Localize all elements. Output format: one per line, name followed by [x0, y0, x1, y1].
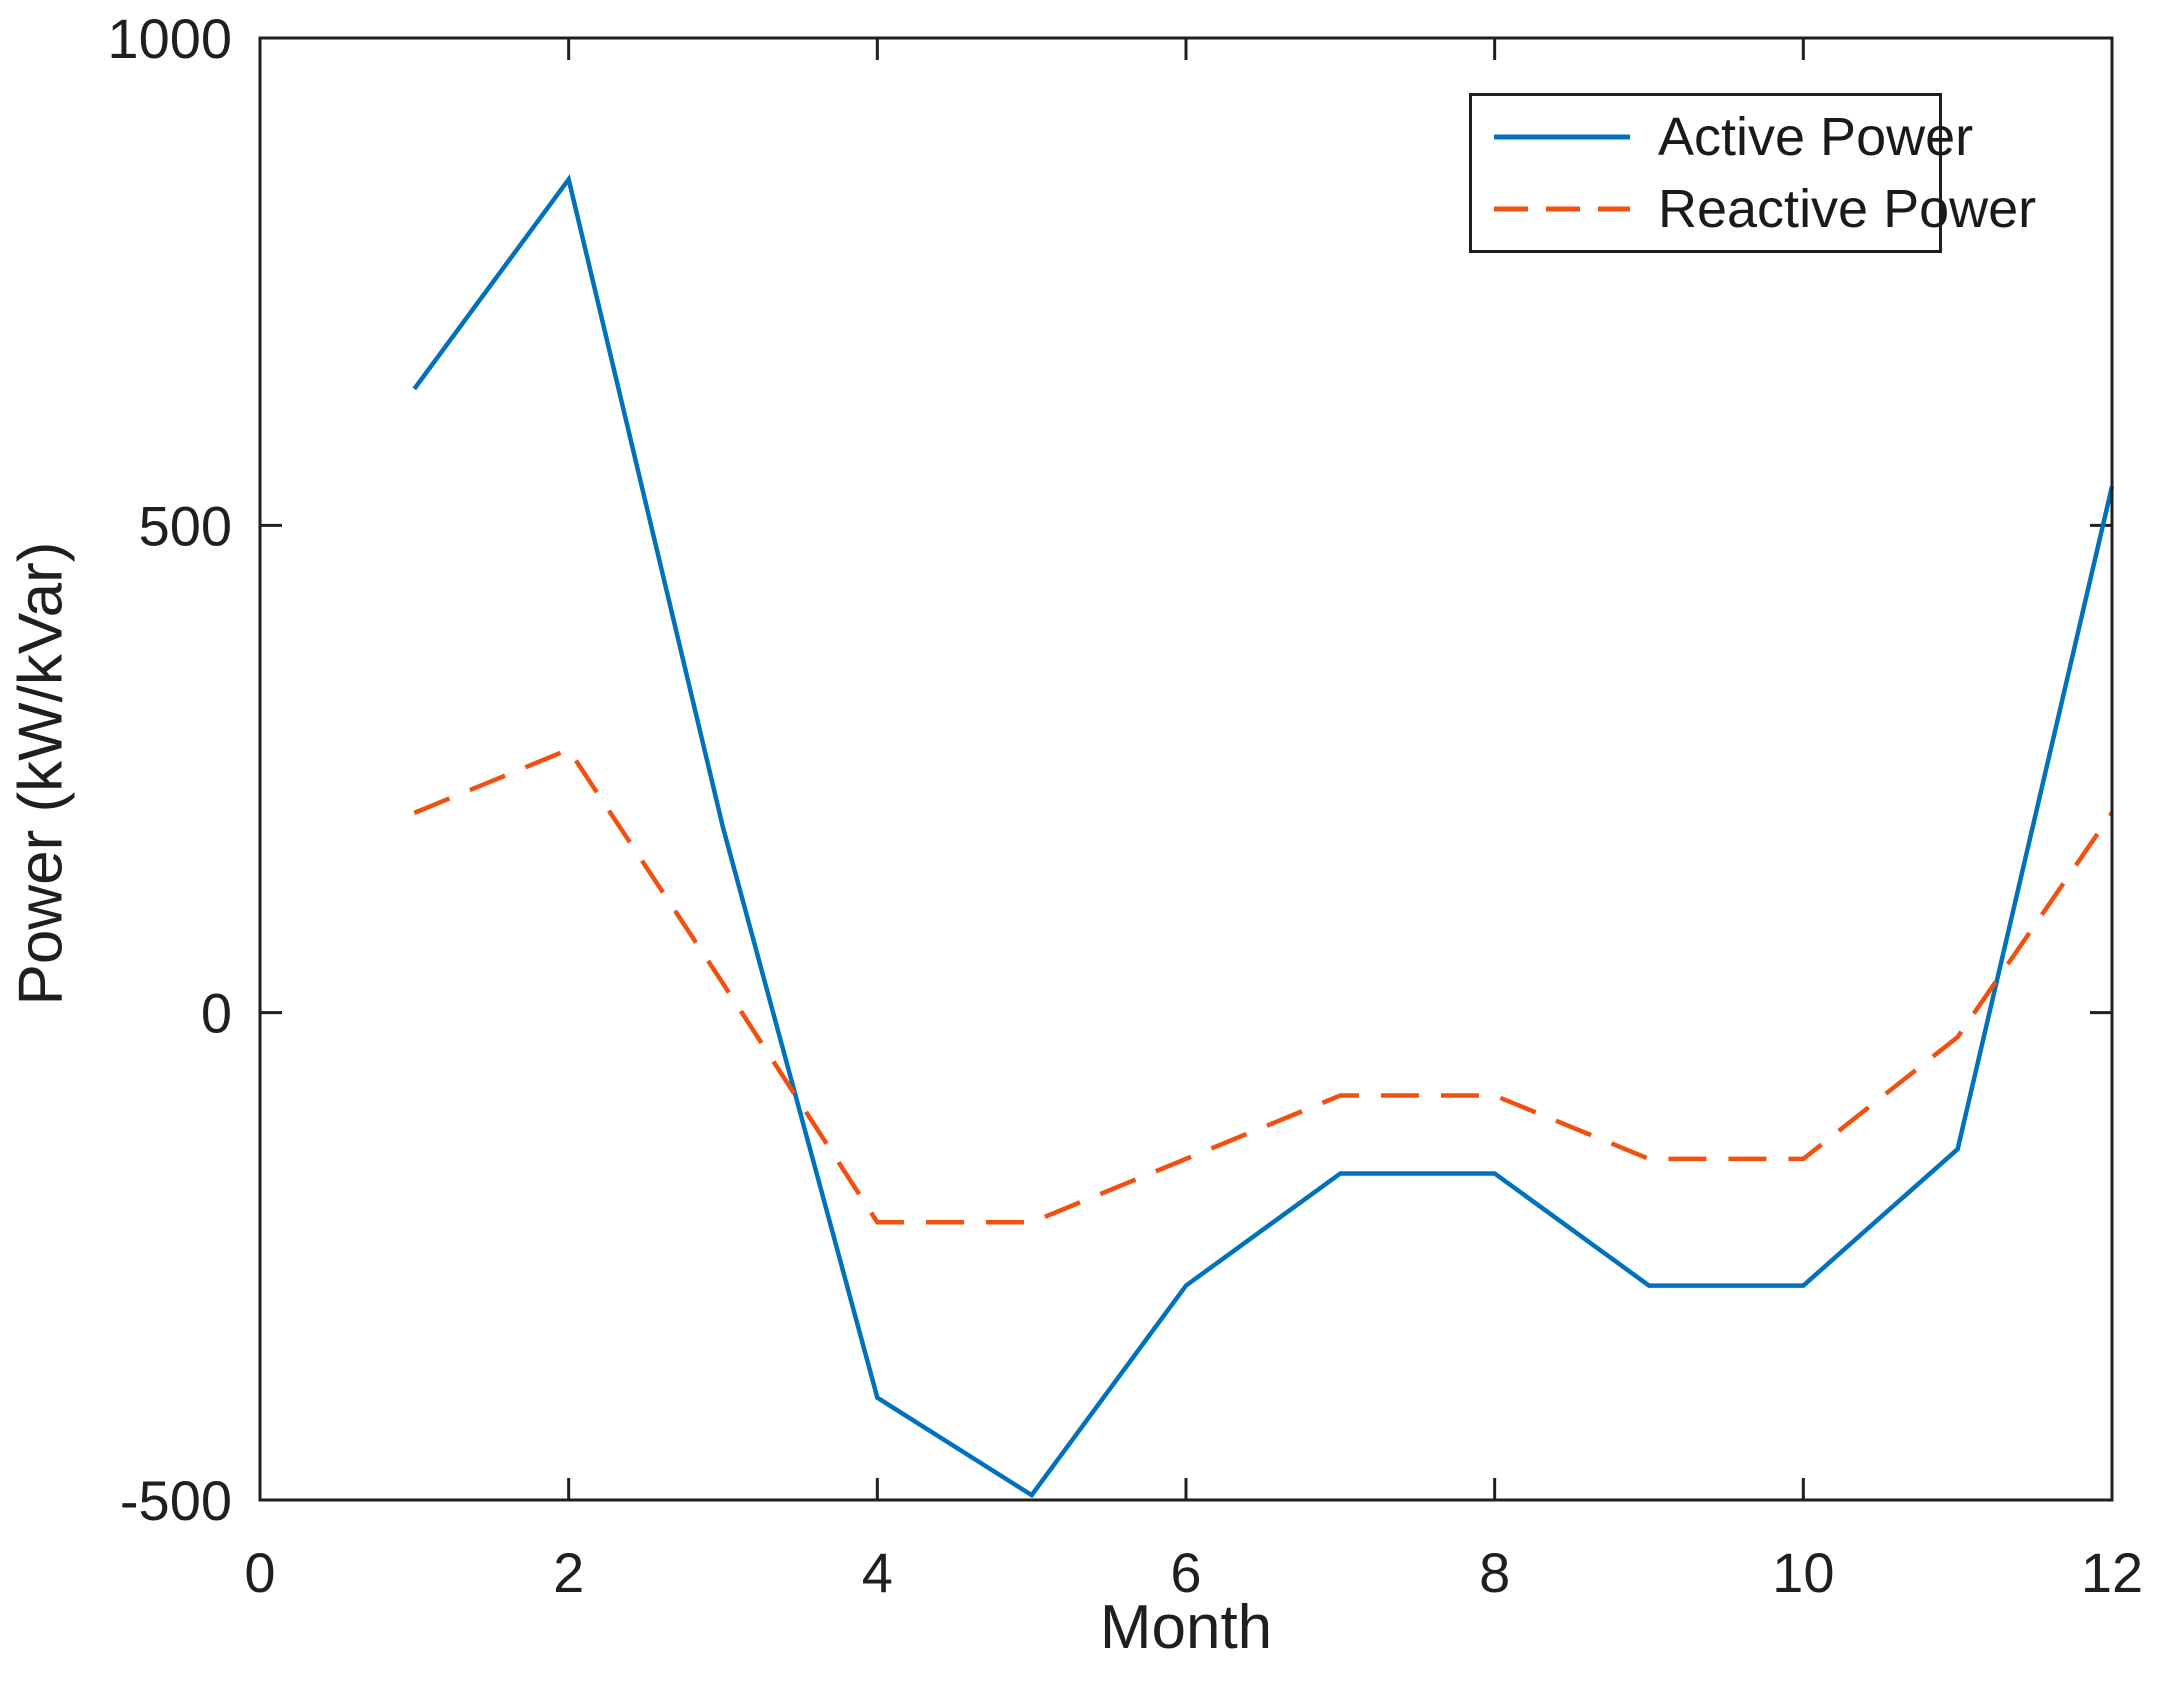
x-tick-label: 6	[1170, 1541, 1201, 1604]
x-tick-label: 2	[553, 1541, 584, 1604]
y-tick-label: 0	[201, 982, 232, 1045]
x-axis-label: Month	[1099, 1593, 1273, 1662]
legend-line-dashed-icon	[1494, 206, 1630, 212]
series-line-reactive-power	[413, 746, 2114, 1225]
series-line-active-power	[412, 174, 2115, 1499]
axes-box	[258, 36, 2114, 1502]
legend-label-active-power: Active Power	[1658, 107, 1974, 167]
legend-entry-reactive-power: Reactive Power	[1472, 178, 2036, 240]
legend-label-reactive-power: Reactive Power	[1658, 179, 2037, 239]
y-axis-label: Power (kW/kVar)	[6, 541, 76, 1006]
x-tick-label: 8	[1479, 1541, 1510, 1604]
x-tick-label: 12	[2081, 1541, 2143, 1604]
legend-entry-active-power: Active Power	[1472, 106, 1973, 168]
legend: Active Power Reactive Power	[1469, 93, 2036, 253]
x-tick-label: 0	[244, 1541, 275, 1604]
y-tick-label: -500	[120, 1469, 232, 1532]
y-tick-label: 500	[139, 494, 232, 557]
legend-line-solid-icon	[1494, 134, 1630, 140]
x-tick-label: 10	[1772, 1541, 1834, 1604]
y-tick-label: 1000	[107, 7, 232, 70]
x-tick-label: 4	[862, 1541, 893, 1604]
